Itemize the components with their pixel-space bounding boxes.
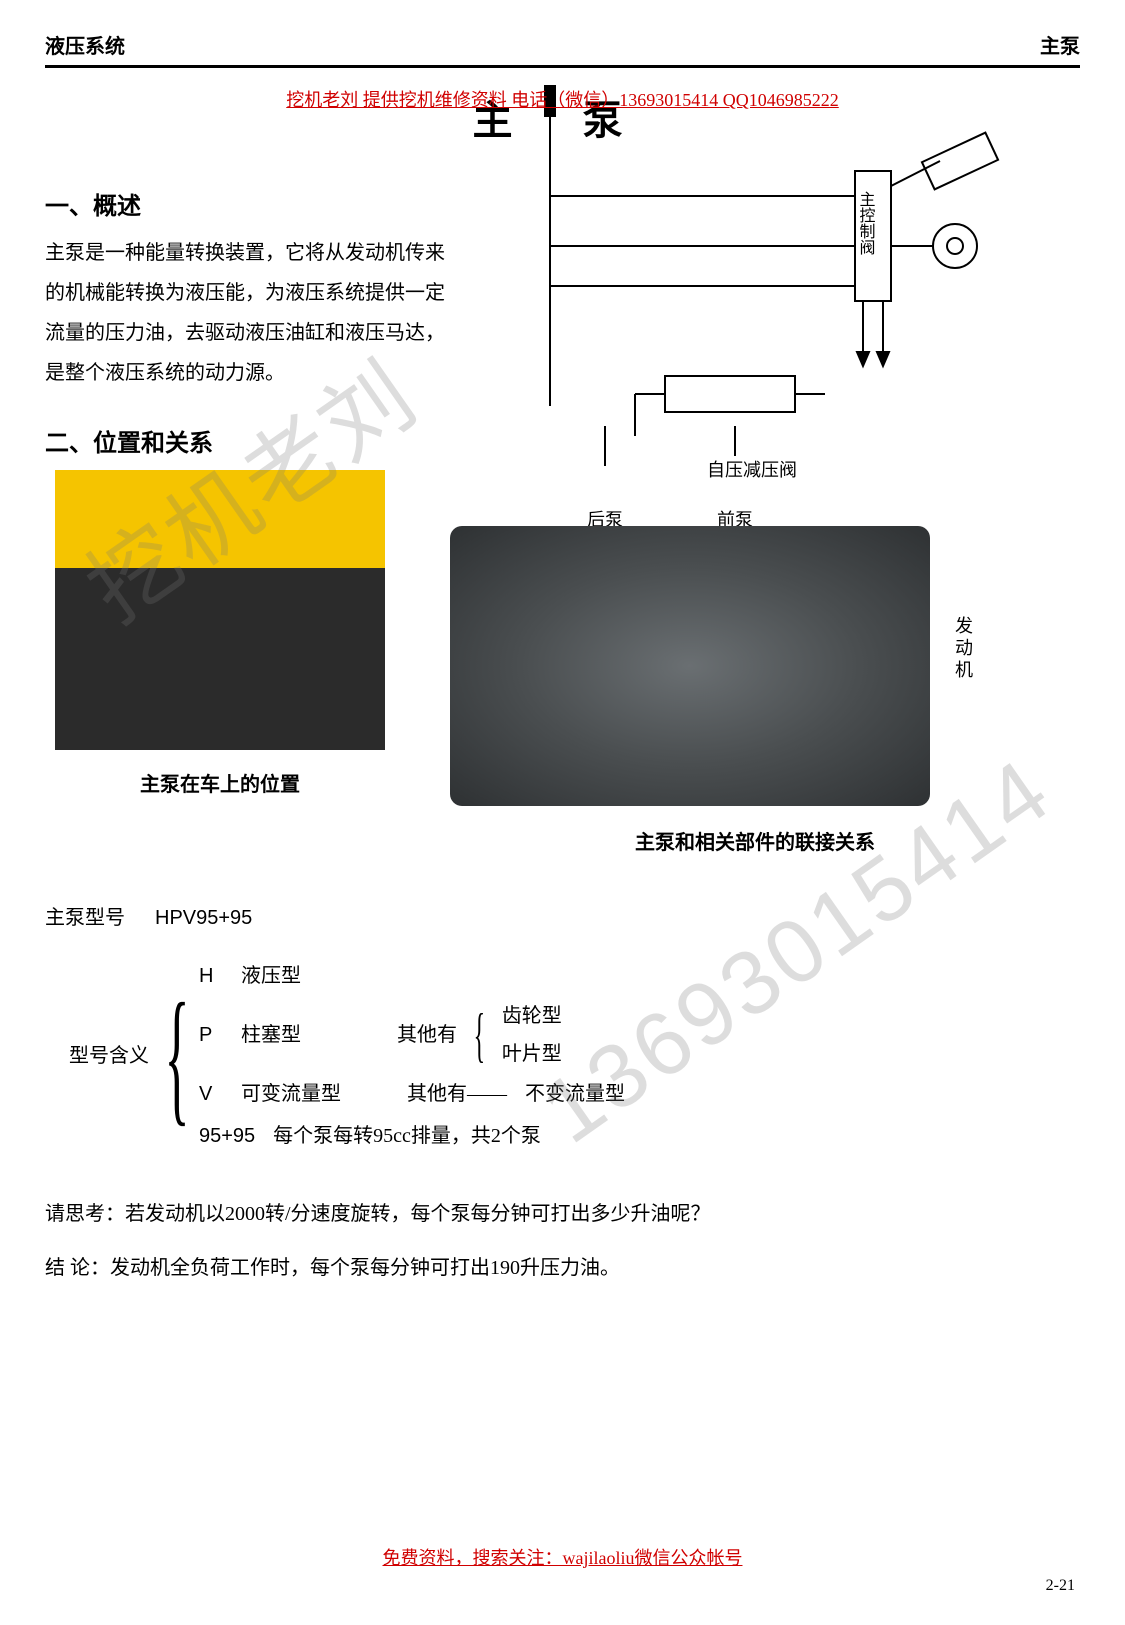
conclusion-label: 结 论： <box>45 1257 110 1279</box>
text-V: 可变流量型 <box>241 1073 341 1115</box>
other-label-V: 其他有—— <box>407 1073 507 1115</box>
code-H: H <box>199 955 223 997</box>
photo-caption: 主泵在车上的位置 <box>45 768 395 797</box>
brace-icon: { <box>164 989 189 1124</box>
section2-heading: 二、位置和关系 <box>45 423 465 458</box>
question-text: 请思考：若发动机以2000转/分速度旋转，每个泵每分钟可打出多少升油呢？ <box>45 1192 1080 1236</box>
header-left: 液压系统 <box>45 30 125 59</box>
meaning-label: 型号含义 <box>45 1034 155 1078</box>
engine-label: 发动机 <box>950 616 976 682</box>
other-fixed: 不变流量型 <box>525 1073 625 1115</box>
footer-note: 免费资料，搜索关注：wajilaoliu微信公众帐号 <box>0 1544 1125 1570</box>
diagram-caption: 主泵和相关部件的联接关系 <box>515 826 995 855</box>
code-V: V <box>199 1073 223 1115</box>
page-header: 液压系统 主泵 <box>45 30 1080 68</box>
other-label-P: 其他有 <box>397 1014 457 1056</box>
other-gear: 齿轮型 <box>502 997 562 1035</box>
section1-heading: 一、概述 <box>45 186 465 221</box>
valve-label-svg: 主控制阀 <box>857 191 876 256</box>
section1-body: 主泵是一种能量转换装置，它将从发动机传来的机械能转换为液压能，为液压系统提供一定… <box>45 233 455 393</box>
conclusion-row: 结 论：发动机全负荷工作时，每个泵每分钟可打出190升压力油。 <box>45 1246 1080 1290</box>
model-items: H 液压型 P 柱塞型 其他有 { 齿轮型 叶片型 V 可变流量型 <box>199 955 625 1157</box>
reducer-label: 自压减压阀 <box>703 456 801 482</box>
schematic-svg: 主控制阀 <box>485 76 1045 476</box>
text-95: 每个泵每转95cc排量，共2个泵 <box>273 1115 541 1157</box>
header-right: 主泵 <box>1040 30 1080 59</box>
contact-line: 挖机老刘 提供挖机维修资料 电话（微信）13693015414 QQ104698… <box>45 86 1080 112</box>
other-vane: 叶片型 <box>502 1035 562 1073</box>
connection-diagram: 主控制阀 自压减压阀 后泵 前泵 发动机 主泵和相关部件的联接关系 <box>485 156 1080 856</box>
pump-assembly-photo <box>450 526 930 806</box>
small-brace-icon: { <box>474 1008 486 1062</box>
conclusion-text: 发动机全负荷工作时，每个泵每分钟可打出190升压力油。 <box>110 1257 620 1279</box>
text-H: 液压型 <box>241 955 301 997</box>
text-P: 柱塞型 <box>241 1014 301 1056</box>
code-P: P <box>199 1014 223 1056</box>
model-label: 主泵型号 <box>45 896 125 940</box>
model-value: HPV95+95 <box>155 896 252 940</box>
code-95: 95+95 <box>199 1115 255 1157</box>
page-number: 2-21 <box>1046 1577 1075 1595</box>
pump-location-photo <box>55 470 385 750</box>
